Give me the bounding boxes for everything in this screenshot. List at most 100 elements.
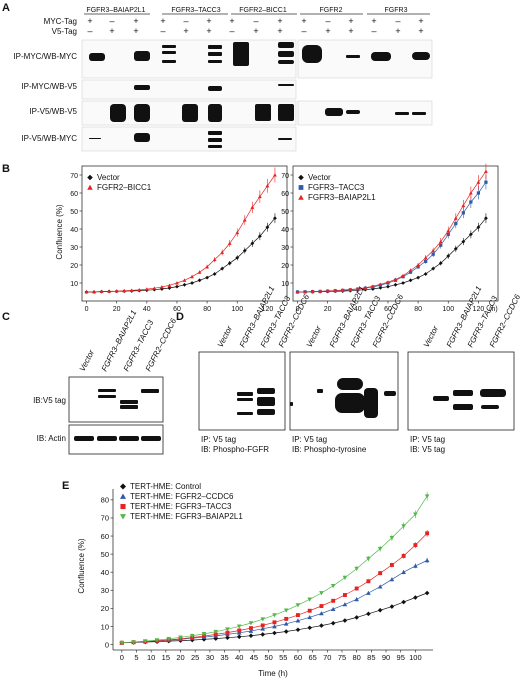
v5-row: – + + – + + – + + – + + – + +	[87, 26, 423, 36]
data-point	[354, 566, 359, 571]
data-point	[131, 640, 136, 645]
data-point	[393, 282, 398, 287]
x-tick-label: 20	[176, 653, 184, 662]
data-point	[273, 173, 277, 177]
v5-sign: +	[418, 26, 423, 36]
data-point	[307, 625, 312, 631]
y-tick-label: 0	[105, 640, 109, 649]
data-point	[342, 593, 347, 597]
data-point	[283, 629, 289, 634]
data-point	[154, 638, 160, 643]
y-tick-label: 70	[70, 173, 78, 180]
myc-sign: +	[87, 16, 92, 26]
data-point	[468, 191, 473, 195]
x-tick-label: 0	[85, 306, 89, 313]
data-point	[114, 289, 119, 293]
data-point	[484, 169, 488, 173]
myc-sign: +	[301, 16, 306, 26]
data-point	[242, 248, 247, 253]
data-point	[182, 282, 187, 287]
v5-sign: +	[348, 26, 353, 36]
legend-entry: FGFR3–BAIAP2L1	[308, 193, 376, 202]
data-point	[413, 512, 418, 517]
data-point	[182, 278, 187, 282]
data-point	[342, 618, 348, 623]
data-point	[424, 590, 430, 596]
data-point	[159, 287, 164, 291]
data-point	[431, 248, 436, 253]
data-point	[310, 289, 315, 293]
x-tick-label: 85	[367, 653, 375, 662]
data-point	[330, 583, 336, 589]
data-point	[401, 273, 405, 278]
data-point	[92, 289, 96, 294]
data-point	[386, 284, 390, 289]
x-tick-label: 60	[294, 653, 302, 662]
blot-label: IP-MYC/WB-V5	[21, 82, 77, 91]
data-point	[476, 225, 481, 230]
data-point	[307, 608, 312, 613]
data-point	[453, 216, 458, 220]
data-point	[438, 239, 443, 244]
data-point	[225, 627, 230, 632]
data-point	[107, 289, 112, 293]
legend-entry: Vector	[308, 173, 331, 182]
data-point	[370, 287, 375, 291]
data-point	[366, 556, 371, 561]
y-tick-label: 40	[101, 568, 109, 577]
data-point	[366, 590, 371, 595]
legend-entry: TERT-HME: Control	[130, 482, 201, 491]
data-point	[446, 228, 451, 233]
x-tick-label: 35	[220, 653, 228, 662]
x-tick-label: 20	[324, 306, 332, 313]
myc-sign: +	[277, 16, 282, 26]
y-tick-label: 10	[101, 622, 109, 631]
data-point	[227, 261, 232, 266]
data-point	[212, 257, 217, 262]
data-point	[342, 602, 348, 607]
bands-d	[237, 378, 506, 418]
legend-entry: FGFR3–TACC3	[308, 183, 365, 192]
myc-sign: –	[183, 16, 188, 26]
data-point	[330, 620, 336, 626]
data-point	[122, 288, 127, 293]
data-point	[298, 194, 304, 200]
myc-sign: +	[348, 16, 353, 26]
data-point	[137, 287, 142, 292]
data-point	[319, 604, 324, 608]
x-tick-label: 80	[414, 306, 422, 313]
data-point	[235, 230, 240, 235]
data-point	[190, 281, 194, 285]
x-tick-label: 65	[308, 653, 316, 662]
data-point	[298, 174, 304, 181]
data-point	[295, 290, 300, 294]
data-point	[424, 558, 430, 563]
data-point	[461, 239, 466, 244]
y-tick-label: 80	[101, 496, 109, 505]
legend-entry: TERT-HME: FGFR3–BAIAP2L1	[130, 512, 243, 521]
data-point	[260, 617, 266, 622]
lane-label: Vector	[216, 324, 235, 349]
y-tick-label: 70	[281, 173, 289, 180]
data-point	[284, 616, 289, 621]
panel-b: B Confluence (%) 0 20 40 60 80 100 12010203040…	[2, 163, 499, 313]
data-point	[175, 281, 179, 285]
y-tick-label: 40	[70, 227, 78, 234]
blot-d-caption: IP: V5 tag	[410, 435, 445, 444]
x-tick-label: 60	[384, 306, 392, 313]
data-point	[260, 632, 266, 637]
x-tick-label: 100	[409, 653, 422, 662]
y-tick-label: 50	[70, 209, 78, 216]
data-point	[248, 621, 254, 626]
x-tick-label: 5	[134, 653, 138, 662]
data-point	[355, 286, 360, 291]
y-tick-label: 60	[70, 191, 78, 198]
data-point	[295, 618, 301, 623]
data-point	[129, 288, 134, 292]
data-point	[378, 282, 383, 286]
myc-sign: +	[133, 16, 138, 26]
data-point	[257, 234, 262, 239]
data-point	[120, 483, 126, 490]
data-point	[423, 255, 428, 260]
blot-v5-myc	[81, 126, 297, 152]
